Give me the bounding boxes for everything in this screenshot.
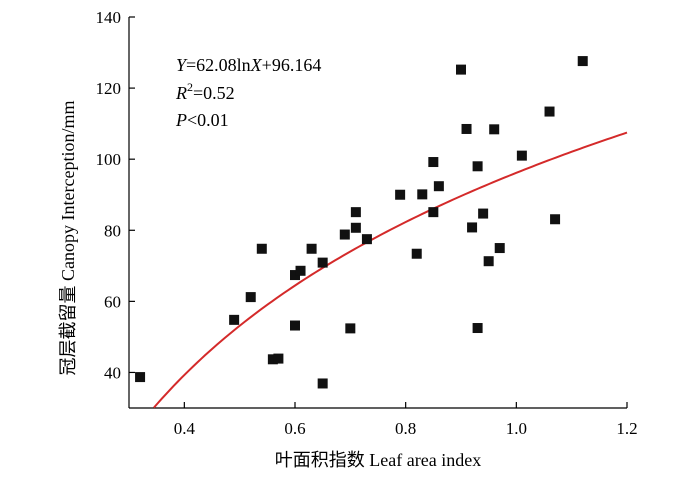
r-value: =0.52 xyxy=(193,83,235,103)
x-tick-label: 0.4 xyxy=(174,419,196,438)
y-tick-label: 60 xyxy=(104,292,121,311)
data-point xyxy=(290,320,300,331)
equation-mid: =62.08ln xyxy=(186,55,251,75)
data-point xyxy=(494,243,505,254)
data-point xyxy=(478,208,489,219)
data-point xyxy=(417,189,428,200)
equation-y: Y xyxy=(176,55,188,75)
y-axis-ticks: 40 60 80 100 120 140 xyxy=(96,8,135,382)
y-tick-label: 100 xyxy=(96,150,122,169)
data-point xyxy=(577,56,588,67)
p-value: P<0.01 xyxy=(175,110,229,130)
data-point xyxy=(295,265,306,276)
data-points xyxy=(135,56,588,389)
regression-equation: Y=62.08lnX+96.164 xyxy=(176,55,321,75)
data-point xyxy=(411,248,422,259)
p-symbol: P xyxy=(175,110,187,130)
x-tick-label: 1.2 xyxy=(616,419,637,438)
y-tick-label: 40 xyxy=(104,363,121,382)
y-tick-label: 120 xyxy=(96,79,122,98)
data-point xyxy=(467,222,478,233)
axes xyxy=(128,17,627,409)
x-tick-label: 0.8 xyxy=(395,419,416,438)
equation-x: X xyxy=(250,55,263,75)
data-point xyxy=(245,292,256,303)
x-tick-label: 1.0 xyxy=(506,419,527,438)
data-point xyxy=(273,353,284,364)
data-point xyxy=(544,106,555,117)
data-point xyxy=(433,181,444,192)
r-squared: R2=0.52 xyxy=(175,80,235,103)
data-point xyxy=(317,257,328,268)
data-point xyxy=(428,157,439,168)
data-point xyxy=(456,64,466,75)
y-tick-label: 80 xyxy=(104,221,121,240)
data-point xyxy=(483,256,494,267)
annotations: Y=62.08lnX+96.164 R2=0.52 P<0.01 xyxy=(175,55,321,130)
p-rest: <0.01 xyxy=(187,110,229,130)
data-point xyxy=(350,207,361,218)
data-point xyxy=(472,161,483,172)
data-point xyxy=(290,270,300,281)
y-axis-label: 冠层截留量 Canopy Interception/mm xyxy=(58,101,78,376)
data-point xyxy=(317,378,328,389)
data-point xyxy=(428,207,439,218)
fit-curve xyxy=(153,131,628,409)
y-tick-label: 140 xyxy=(96,8,122,27)
data-point xyxy=(135,372,146,383)
data-point xyxy=(472,323,483,334)
fit-curve-layer xyxy=(153,131,628,409)
data-point xyxy=(395,189,406,200)
data-point xyxy=(550,214,561,225)
x-tick-label: 0.6 xyxy=(284,419,305,438)
data-point xyxy=(461,123,472,134)
data-point xyxy=(306,243,317,254)
data-point xyxy=(256,243,267,254)
data-point xyxy=(361,234,372,245)
data-point xyxy=(267,354,278,365)
equation-post: +96.164 xyxy=(262,55,322,75)
data-point xyxy=(339,229,350,240)
data-point xyxy=(345,323,356,334)
r-symbol: R xyxy=(175,83,187,103)
data-point xyxy=(489,124,500,135)
x-axis-ticks: 0.4 0.6 0.8 1.0 1.2 xyxy=(174,402,638,438)
r-superscript: 2 xyxy=(187,80,193,94)
data-point xyxy=(516,150,527,161)
data-point xyxy=(229,314,240,325)
x-axis-label: 叶面积指数 Leaf area index xyxy=(275,450,481,470)
data-point xyxy=(350,222,361,233)
